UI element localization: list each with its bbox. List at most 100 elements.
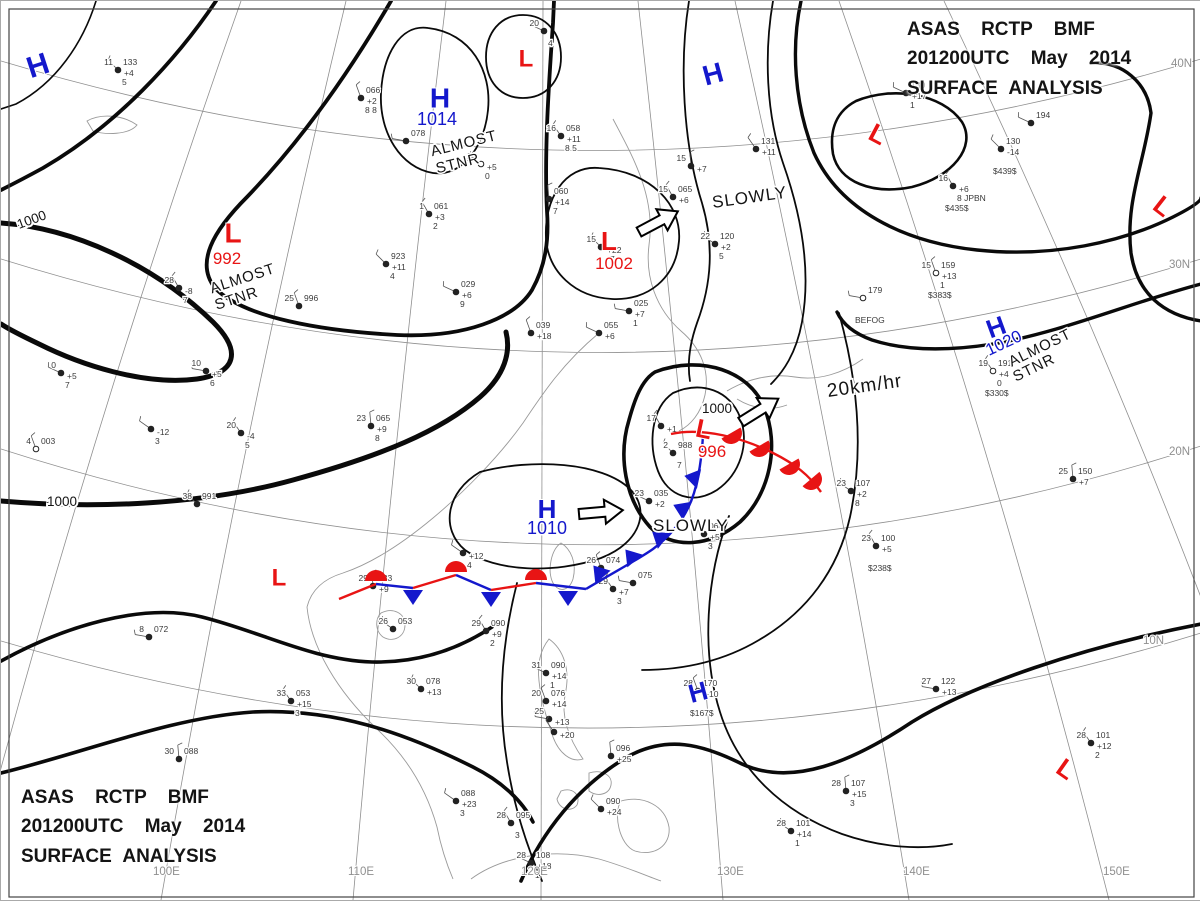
station-dewpoint: 3 [708,541,713,551]
wind-barb-tick [848,291,849,296]
station-temp: 20 [227,420,237,430]
station-symbol [933,270,939,276]
station-temp: 11 [104,57,113,67]
station-id: $238$ [868,563,892,573]
station-dewpoint: 4 [390,271,395,281]
station-symbol [33,446,39,452]
station-pressure: 078 [411,128,425,138]
station-dewpoint: 7 [183,295,188,305]
wind-barb-tick [134,630,135,635]
isobar [1,613,492,662]
station-plot: -123 [140,416,170,446]
latitude-label: 30N [1169,259,1190,271]
wind-barb-tick [548,183,552,185]
station-tendency: +25 [617,754,632,764]
wind-barb-tick [1072,463,1076,465]
station-id: BEFOG [855,315,885,325]
wind-barb-tick [140,416,141,421]
station-symbol [610,586,616,592]
station-temp: 15 [587,234,597,244]
station-pressure: 150 [1078,466,1092,476]
station-symbol [403,138,409,144]
station-tendency: +14 [552,699,567,709]
station-pressure: 076 [551,688,565,698]
low-center-symbol: L [1051,752,1081,786]
station-plot: 17+1 [647,410,677,434]
station-temp: 23 [357,413,367,423]
longitude-label: 150E [1103,866,1130,878]
station-temp: 25 [285,293,295,303]
station-symbol [843,788,849,794]
wind-barb-tick [618,576,619,581]
station-dewpoint: 3 [850,798,855,808]
station-dewpoint: 8 5 [565,143,577,153]
station-plot: 075 [618,570,652,586]
station-id: $439$ [993,166,1017,176]
wind-barb-tick [991,135,993,140]
station-tendency: +13 [427,687,442,697]
station-tendency: +20 [560,730,575,740]
wind-barb-tick [596,552,600,555]
station-temp: 10 [192,358,202,368]
wind-barb-tick [376,250,378,255]
station-dewpoint: 1 [795,838,800,848]
station-symbol [296,303,302,309]
station-plot: 090+24 [591,795,622,817]
title-line-1: ASAS RCTP BMF [21,783,245,812]
movement-label: SLOWLY [653,516,729,535]
station-symbol [626,308,632,314]
station-dewpoint: 5 [122,77,127,87]
isobar [708,516,952,847]
station-pressure: 996 [304,293,318,303]
wind-barb-tick [748,133,751,137]
station-pressure: 159 [941,260,955,270]
station-pressure: 096 [616,743,630,753]
station-pressure: 074 [606,555,620,565]
station-symbol [460,550,466,556]
title-line-2: 201200UTC May 2014 [907,44,1131,73]
station-dewpoint: 3 [295,708,300,718]
wind-barb-tick [845,775,849,777]
wind-barb-tick [614,304,615,309]
station-symbol [543,670,549,676]
station-pressure: 039 [536,320,550,330]
station-symbol [58,370,64,376]
station-symbol [288,698,294,704]
station-temp: 23 [862,533,872,543]
station-id: $435$ [945,203,969,213]
station-temp: 16 [939,173,949,183]
station-temp: 19 [979,358,989,368]
station-pressure: 065 [678,184,692,194]
station-symbol [860,295,866,301]
station-pressure: 988 [678,440,692,450]
pressure-center-L: L [1051,752,1081,786]
station-temp: 26 [587,555,597,565]
station-pressure: 101 [796,818,810,828]
station-dewpoint: 3 [617,596,622,606]
station-pressure: 053 [398,616,412,626]
graticule-meridian [161,1,346,900]
station-temp: 25 [535,706,545,716]
isobar [207,1,554,335]
station-temp: 16 [547,123,557,133]
station-plot: 20-45 [227,417,255,450]
station-symbol [646,498,652,504]
movement-label: SLOWLY [711,183,789,212]
station-pressure: 194 [1036,110,1050,120]
station-symbol [368,423,374,429]
station-temp: 2 [663,440,668,450]
station-pressure: 053 [296,688,310,698]
station-symbol [990,368,996,374]
station-symbol [598,806,604,812]
station-symbol [670,450,676,456]
station-tendency: +7 [1079,477,1089,487]
station-dewpoint: 6 [210,378,215,388]
